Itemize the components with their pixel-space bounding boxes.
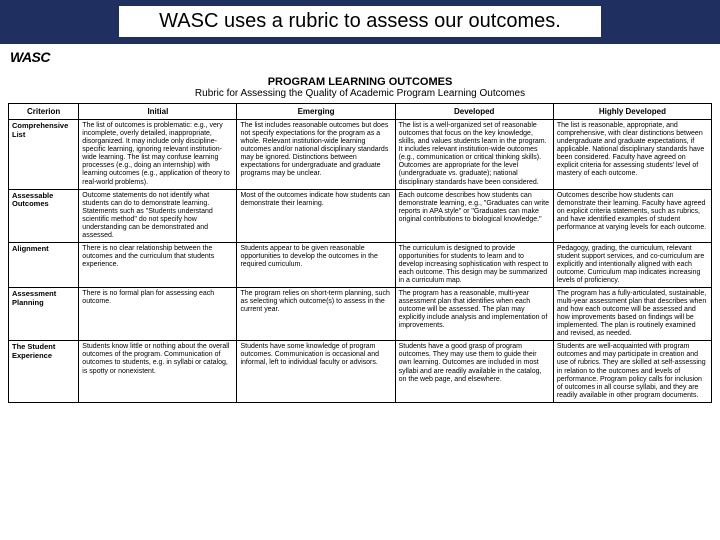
cell-emerging: The list includes reasonable outcomes bu… [237, 120, 395, 189]
col-developed: Developed [395, 104, 553, 120]
cell-initial: There is no formal plan for assessing ea… [79, 288, 237, 341]
cell-highly: Outcomes describe how students can demon… [553, 189, 711, 242]
cell-emerging: The program relies on short-term plannin… [237, 288, 395, 341]
slide-title: WASC uses a rubric to assess our outcome… [119, 6, 601, 39]
col-emerging: Emerging [237, 104, 395, 120]
cell-initial: The list of outcomes is problematic: e.g… [79, 120, 237, 189]
col-highly-developed: Highly Developed [553, 104, 711, 120]
cell-highly: Pedagogy, grading, the curriculum, relev… [553, 242, 711, 287]
table-row: Comprehensive List The list of outcomes … [9, 120, 712, 189]
rubric-table-wrap: Criterion Initial Emerging Developed Hig… [0, 103, 720, 411]
table-row: Assessable Outcomes Outcome statements d… [9, 189, 712, 242]
rubric-table: Criterion Initial Emerging Developed Hig… [8, 103, 712, 403]
cell-developed: Students have a good grasp of program ou… [395, 341, 553, 402]
cell-developed: The list is a well-organized set of reas… [395, 120, 553, 189]
wasc-logo: WASC [10, 49, 50, 65]
col-initial: Initial [79, 104, 237, 120]
cell-highly: The list is reasonable, appropriate, and… [553, 120, 711, 189]
cell-emerging: Students appear to be given reasonable o… [237, 242, 395, 287]
cell-criterion: Assessable Outcomes [9, 189, 79, 242]
cell-criterion: Alignment [9, 242, 79, 287]
cell-developed: Each outcome describes how students can … [395, 189, 553, 242]
cell-highly: The program has a fully-articulated, sus… [553, 288, 711, 341]
table-header-row: Criterion Initial Emerging Developed Hig… [9, 104, 712, 120]
cell-initial: Outcome statements do not identify what … [79, 189, 237, 242]
rubric-header: PROGRAM LEARNING OUTCOMES Rubric for Ass… [0, 70, 720, 103]
cell-criterion: Comprehensive List [9, 120, 79, 189]
cell-initial: There is no clear relationship between t… [79, 242, 237, 287]
logo-row: WASC [0, 44, 720, 70]
cell-highly: Students are well-acquainted with progra… [553, 341, 711, 402]
cell-criterion: The Student Experience [9, 341, 79, 402]
rubric-header-sub: Rubric for Assessing the Quality of Acad… [0, 88, 720, 99]
col-criterion: Criterion [9, 104, 79, 120]
cell-emerging: Students have some knowledge of program … [237, 341, 395, 402]
cell-initial: Students know little or nothing about th… [79, 341, 237, 402]
cell-developed: The curriculum is designed to provide op… [395, 242, 553, 287]
table-body: Comprehensive List The list of outcomes … [9, 120, 712, 403]
cell-criterion: Assessment Planning [9, 288, 79, 341]
slide: WASC uses a rubric to assess our outcome… [0, 0, 720, 540]
title-bar: WASC uses a rubric to assess our outcome… [0, 0, 720, 44]
table-row: Assessment Planning There is no formal p… [9, 288, 712, 341]
table-row: The Student Experience Students know lit… [9, 341, 712, 402]
cell-developed: The program has a reasonable, multi-year… [395, 288, 553, 341]
table-row: Alignment There is no clear relationship… [9, 242, 712, 287]
cell-emerging: Most of the outcomes indicate how studen… [237, 189, 395, 242]
rubric-header-main: PROGRAM LEARNING OUTCOMES [0, 76, 720, 88]
